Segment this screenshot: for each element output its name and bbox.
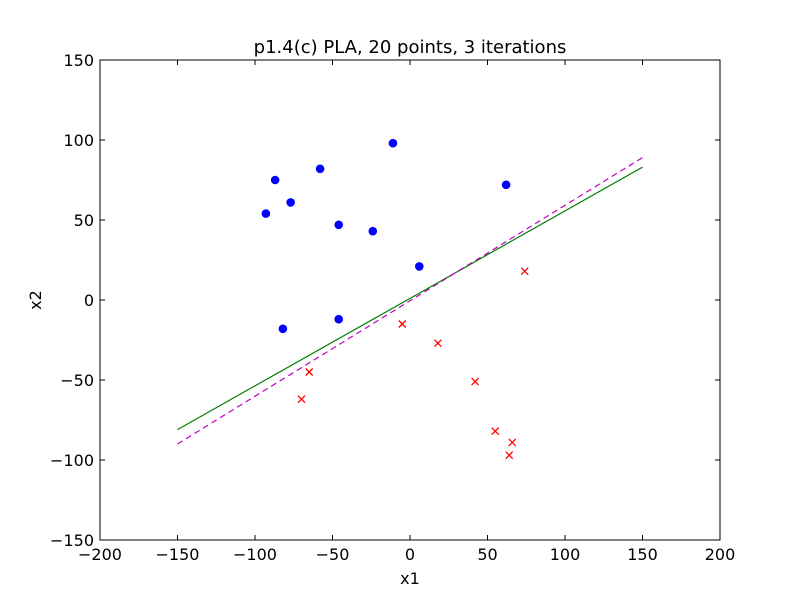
circle-point	[334, 220, 344, 230]
plot-points	[261, 138, 529, 460]
y-tick-label: 0	[84, 291, 94, 310]
x-point	[491, 427, 500, 436]
x-point	[508, 438, 517, 447]
dashed-boundary-line	[177, 157, 643, 445]
x-tick-label: 50	[477, 545, 497, 564]
y-tick-label: 150	[63, 51, 94, 70]
x-tick-label: 0	[405, 545, 415, 564]
x-tick-label: −100	[233, 545, 277, 564]
y-tick-label: −150	[50, 531, 94, 550]
y-axis-label: x2	[26, 290, 45, 310]
y-tick-label: 50	[74, 211, 94, 230]
x-point	[398, 320, 407, 328]
x-tick-label: 100	[550, 545, 581, 564]
solid-boundary-line	[177, 166, 643, 431]
circle-point	[501, 180, 511, 190]
x-point	[505, 451, 514, 460]
x-tick-label: −50	[316, 545, 350, 564]
x-tick-label: −150	[156, 545, 200, 564]
x-point-stroke	[433, 339, 442, 348]
y-axis-ticks: −150 −100 −50 0 50 100 150	[50, 51, 720, 550]
x-axis-ticks: −200 −150 −100 −50 0 50 100 150 200	[78, 60, 735, 564]
x-point	[520, 267, 529, 276]
y-tick-label: −100	[50, 451, 94, 470]
circle-point	[286, 198, 295, 207]
circle-point	[270, 175, 280, 185]
x-point-stroke	[491, 427, 500, 436]
x-point-stroke	[471, 377, 480, 386]
y-tick-label: −50	[60, 371, 94, 390]
x-point	[433, 339, 442, 348]
circle-point	[278, 324, 288, 334]
y-tick-label: 100	[63, 131, 94, 150]
x-point-stroke	[305, 368, 314, 376]
circle-point	[315, 164, 325, 174]
circle-point	[388, 138, 398, 148]
circle-point	[368, 226, 378, 236]
x-point-stroke	[508, 438, 517, 447]
circle-point	[261, 209, 271, 218]
x-point-stroke	[297, 395, 306, 404]
plot-lines	[177, 157, 643, 445]
chart-title: p1.4(c) PLA, 20 points, 3 iterations	[254, 37, 567, 58]
x-point-stroke	[520, 267, 529, 276]
x-axis-label: x1	[400, 569, 420, 588]
circle-point	[415, 262, 424, 271]
x-point-stroke	[505, 451, 514, 460]
x-point	[305, 368, 314, 376]
x-tick-label: 150	[627, 545, 658, 564]
x-point-stroke	[398, 320, 407, 328]
x-tick-label: −200	[78, 545, 122, 564]
circle-point	[334, 314, 344, 324]
x-point	[297, 395, 306, 404]
plot-frame	[99, 59, 721, 541]
x-tick-label: 200	[705, 545, 736, 564]
x-point	[471, 377, 480, 386]
